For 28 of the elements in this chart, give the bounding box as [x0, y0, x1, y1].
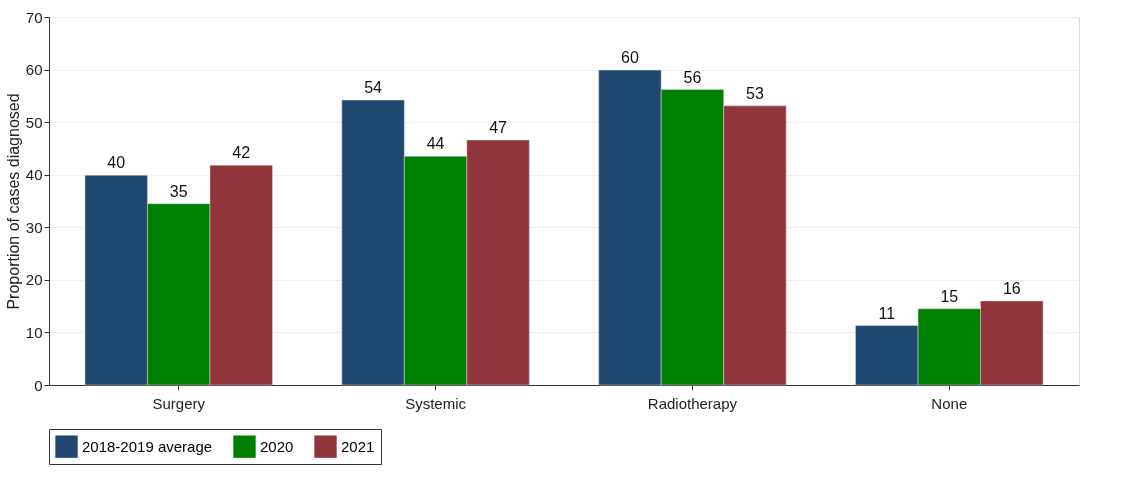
data-label: 53: [746, 84, 764, 102]
legend-label: 2021: [341, 437, 375, 455]
data-label: 11: [878, 304, 896, 322]
y-tick-label: 60: [25, 61, 43, 79]
data-label: 15: [940, 287, 959, 305]
legend-label: 2020: [260, 437, 294, 455]
y-tick-label: 20: [25, 271, 43, 289]
x-tick-label: Surgery: [152, 394, 206, 412]
y-tick-label: 50: [25, 113, 43, 131]
y-tick-label: 0: [34, 376, 43, 394]
y-tick-label: 10: [25, 323, 43, 341]
data-label: 47: [489, 119, 508, 137]
y-tick-label: 70: [25, 8, 43, 26]
data-label: 44: [426, 135, 445, 153]
data-label: 54: [364, 79, 383, 97]
y-axis-title: Proportion of cases diagnosed: [4, 93, 22, 310]
data-label: 35: [169, 182, 188, 200]
legend-label: 2018-2019 average: [82, 437, 213, 455]
data-label: 40: [107, 154, 126, 172]
y-tick-label: 30: [25, 218, 43, 236]
data-label: 56: [683, 68, 702, 86]
x-tick-label: Radiotherapy: [647, 394, 738, 412]
x-tick-label: Systemic: [405, 394, 467, 412]
data-label: 60: [621, 49, 639, 67]
data-label: 16: [1002, 279, 1021, 297]
x-tick-label: None: [931, 394, 968, 412]
data-label: 42: [232, 144, 251, 162]
y-tick-label: 40: [25, 166, 43, 184]
